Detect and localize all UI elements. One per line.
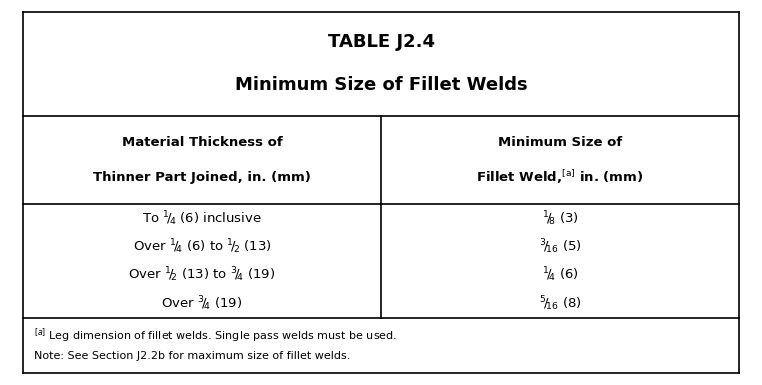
Text: Note: See Section J2.2b for maximum size of fillet welds.: Note: See Section J2.2b for maximum size…: [34, 351, 351, 361]
Text: Fillet Weld,$^{\mathsf{[a]}}$ in. (mm): Fillet Weld,$^{\mathsf{[a]}}$ in. (mm): [476, 168, 644, 186]
Text: $^1\!/\!_8$ (3): $^1\!/\!_8$ (3): [542, 209, 578, 228]
Text: $^1\!/\!_4$ (6): $^1\!/\!_4$ (6): [542, 266, 578, 285]
Text: TABLE J2.4: TABLE J2.4: [328, 33, 434, 51]
Text: Over $^1\!/\!_2$ (13) to $^3\!/\!_4$ (19): Over $^1\!/\!_2$ (13) to $^3\!/\!_4$ (19…: [128, 266, 276, 285]
Text: $^3\!/\!_{16}$ (5): $^3\!/\!_{16}$ (5): [539, 237, 581, 256]
Text: Thinner Part Joined, in. (mm): Thinner Part Joined, in. (mm): [93, 171, 311, 184]
Text: $^{[a]}$ Leg dimension of fillet welds. Single pass welds must be used.: $^{[a]}$ Leg dimension of fillet welds. …: [34, 326, 397, 345]
Text: To $^1\!/\!_4$ (6) inclusive: To $^1\!/\!_4$ (6) inclusive: [142, 209, 262, 228]
Text: $^5\!/\!_{16}$ (8): $^5\!/\!_{16}$ (8): [539, 294, 581, 313]
Text: Material Thickness of: Material Thickness of: [122, 136, 282, 149]
Text: Over $^1\!/\!_4$ (6) to $^1\!/\!_2$ (13): Over $^1\!/\!_4$ (6) to $^1\!/\!_2$ (13): [133, 237, 271, 256]
Text: Minimum Size of Fillet Welds: Minimum Size of Fillet Welds: [235, 76, 527, 94]
Text: Minimum Size of: Minimum Size of: [498, 136, 623, 149]
Text: Over $^3\!/\!_4$ (19): Over $^3\!/\!_4$ (19): [162, 294, 242, 313]
